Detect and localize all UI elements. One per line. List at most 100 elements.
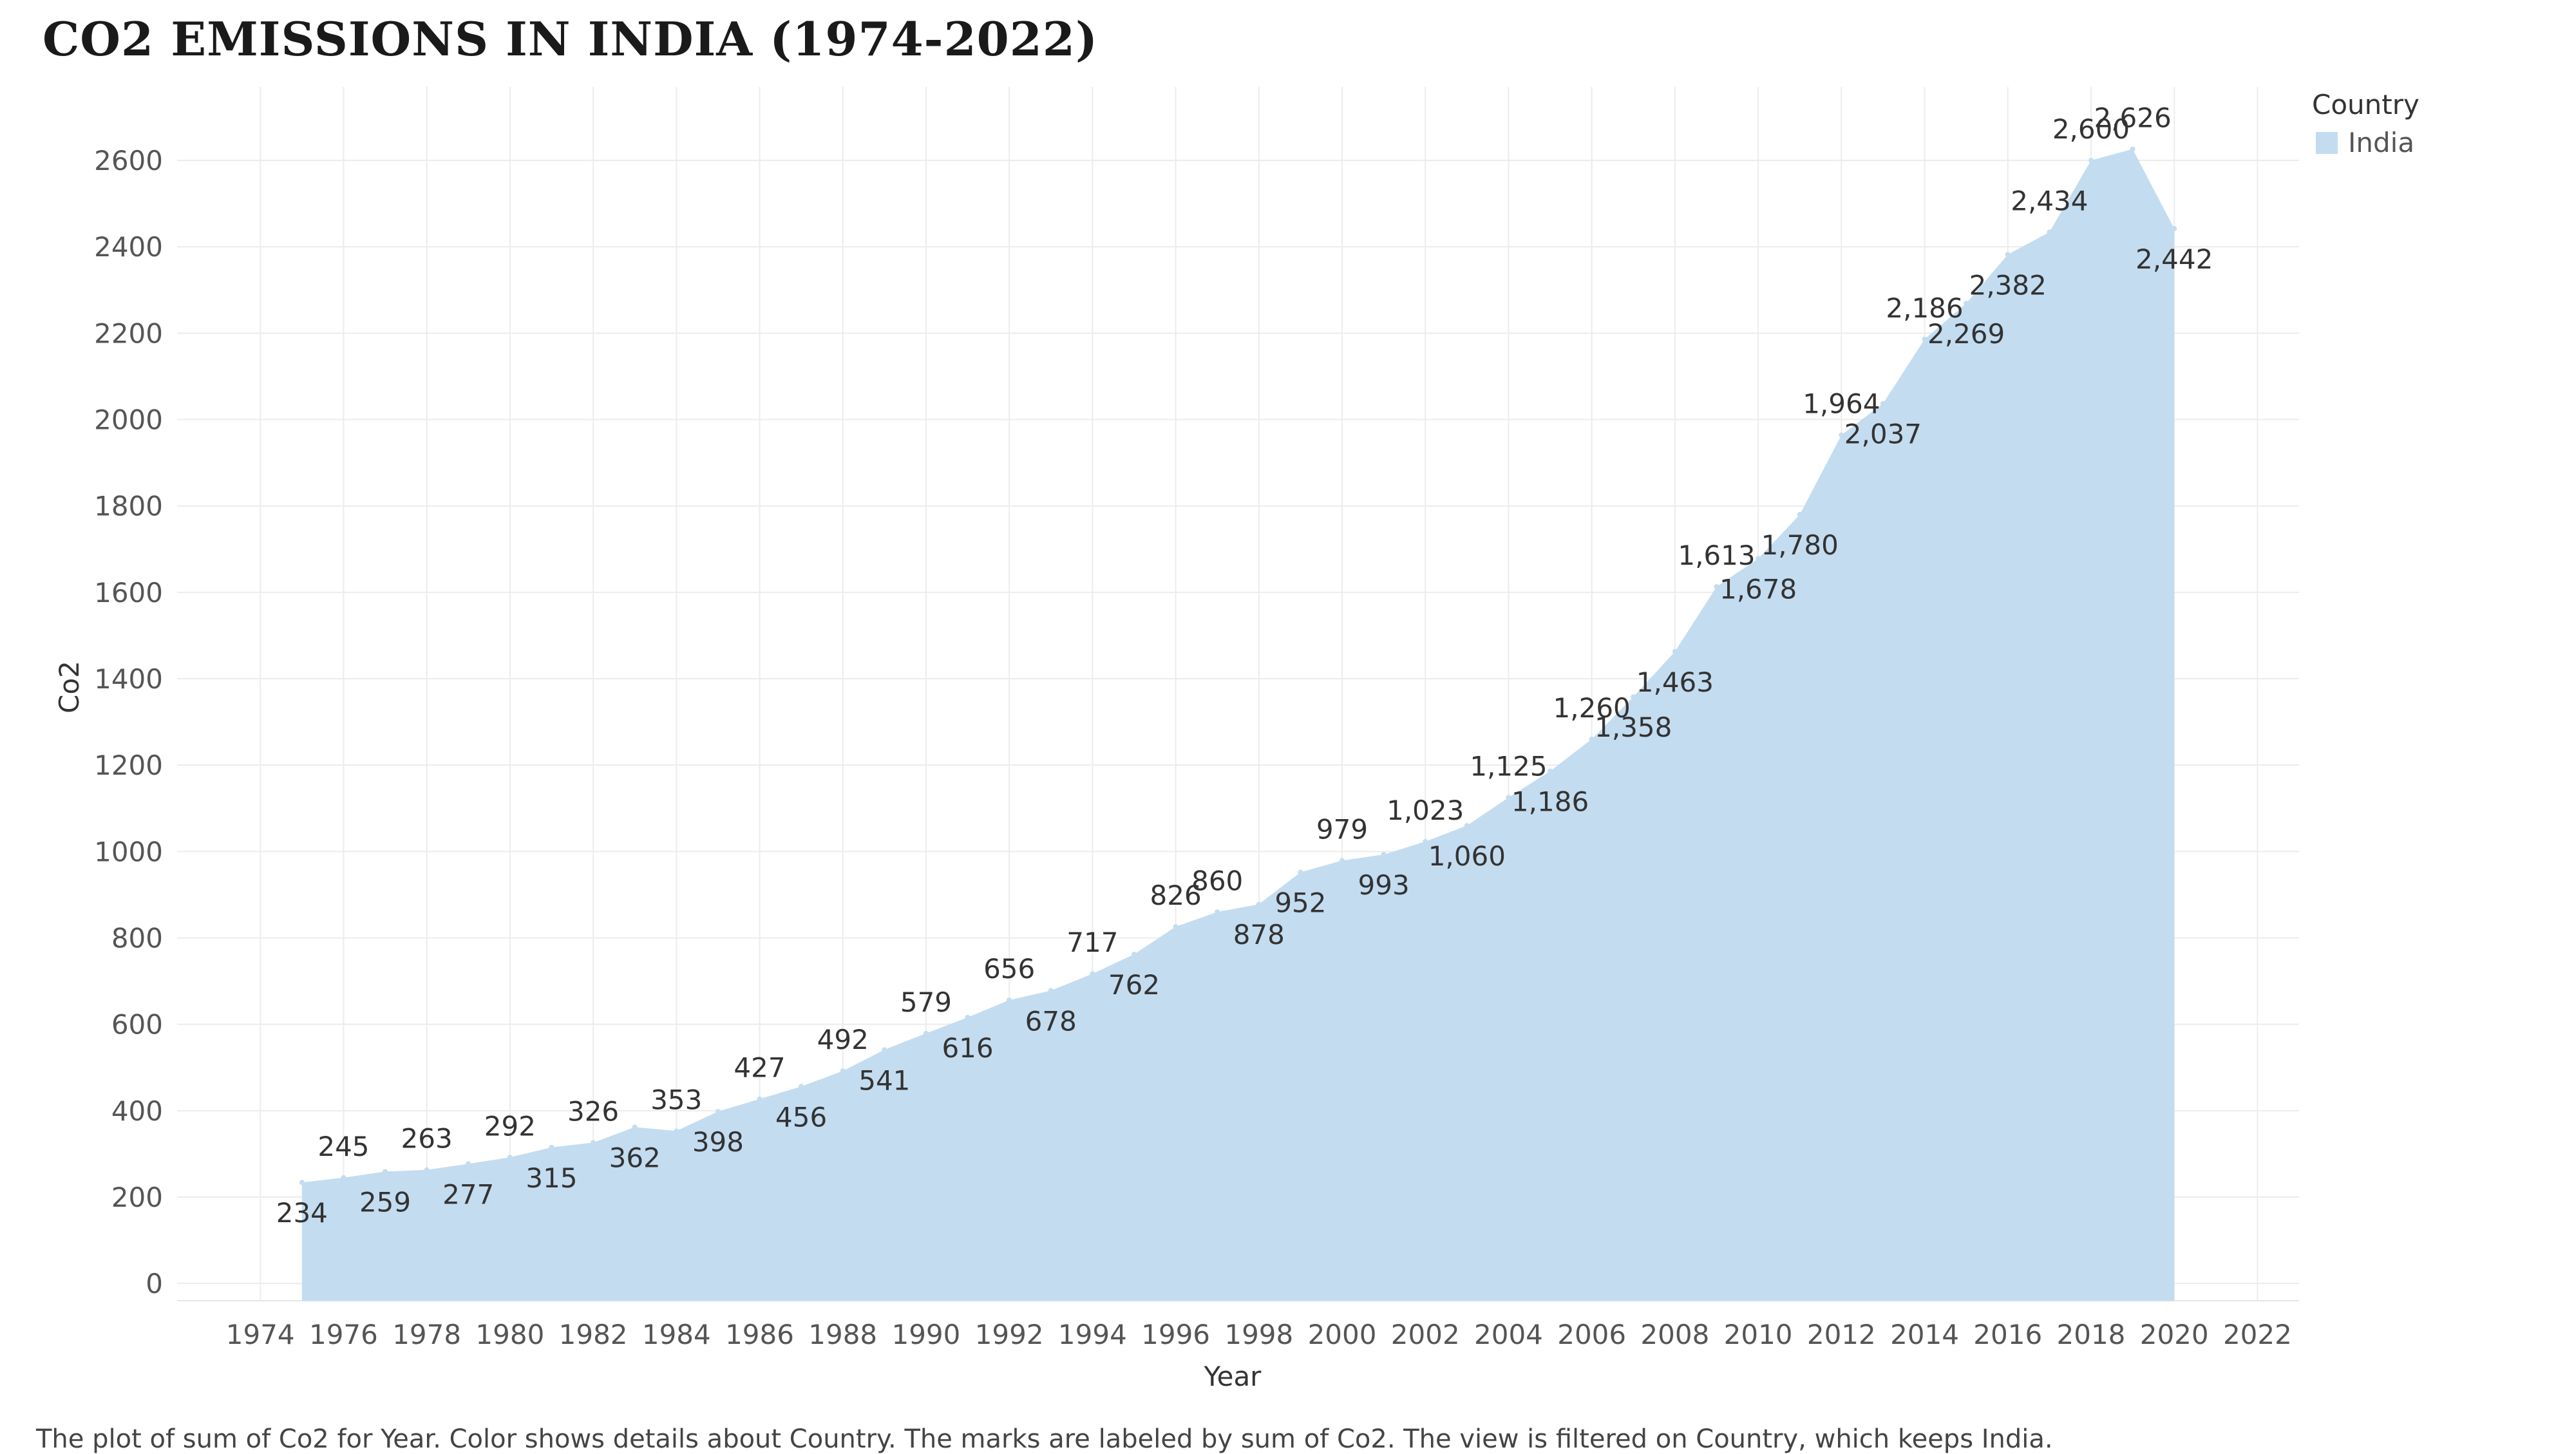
data-point[interactable] [632,1124,638,1130]
data-point[interactable] [1589,736,1595,742]
data-label: 315 [526,1162,577,1194]
data-labels: 234 245 259 263 277 292 315 326 362 353 398 427 456 4… [276,102,2213,1229]
y-tick-label: 600 [111,1009,163,1041]
data-point[interactable] [1631,694,1636,700]
x-tick-label: 1994 [1058,1319,1127,1350]
legend-item-india[interactable]: India [2316,127,2420,158]
data-label: 456 [775,1101,827,1133]
x-tick-label: 1980 [475,1319,544,1350]
data-point[interactable] [1007,997,1012,1003]
x-tick-label: 2000 [1308,1319,1377,1350]
data-label: 1,780 [1761,529,1839,561]
data-point[interactable] [1548,768,1553,774]
x-tick-label: 1974 [226,1319,295,1350]
x-tick-label: 2008 [1640,1319,1709,1350]
data-label: 234 [276,1197,328,1229]
data-point[interactable] [1173,924,1179,930]
data-point[interactable] [1256,902,1262,907]
data-label: 579 [900,987,952,1018]
legend: Country India [2312,89,2420,158]
x-tick-label: 1976 [309,1319,378,1350]
data-label: 656 [983,953,1035,985]
data-point[interactable] [2047,229,2052,235]
x-tick-label: 1982 [559,1319,628,1350]
data-point[interactable] [299,1180,305,1185]
data-point[interactable] [1756,556,1761,562]
y-tick-label: 2000 [94,404,163,436]
data-label: 678 [1025,1005,1077,1037]
x-tick-label: 1998 [1224,1319,1293,1350]
y-tick-label: 1800 [94,491,163,522]
data-label: 263 [401,1123,453,1155]
data-point[interactable] [923,1030,929,1036]
data-point[interactable] [1797,512,1803,518]
data-label: 826 [1150,880,1202,911]
data-point[interactable] [674,1128,679,1134]
data-point[interactable] [424,1167,430,1173]
x-tick-label: 1978 [392,1319,461,1350]
data-point[interactable] [1423,838,1428,844]
data-point[interactable] [1215,909,1220,915]
y-tick-label: 1600 [94,577,163,609]
data-label: 860 [1191,865,1243,896]
data-point[interactable] [1880,401,1886,406]
data-label: 2,186 [1886,292,1963,324]
data-point[interactable] [466,1161,471,1167]
x-tick-label: 2018 [2057,1319,2126,1350]
data-point[interactable] [1672,648,1678,654]
data-point[interactable] [840,1068,846,1074]
data-point[interactable] [2088,158,2094,164]
data-point[interactable] [2005,252,2011,258]
x-tick-label: 2022 [2223,1319,2292,1350]
data-point[interactable] [1964,301,1969,307]
legend-title: Country [2312,89,2420,120]
legend-swatch [2316,131,2338,154]
y-tick-label: 1000 [94,836,163,867]
data-point[interactable] [2172,226,2177,232]
data-label: 326 [567,1095,619,1127]
data-point[interactable] [1340,858,1345,864]
chart-title: CO2 EMISSIONS IN INDIA (1974-2022) [43,12,1099,66]
x-tick-label: 1990 [891,1319,960,1350]
data-point[interactable] [799,1084,804,1090]
y-tick-label: 2400 [94,231,163,263]
data-point[interactable] [383,1169,388,1175]
data-point[interactable] [1298,869,1303,875]
data-point[interactable] [1922,336,1927,342]
data-point[interactable] [549,1144,554,1150]
data-label: 952 [1274,887,1326,919]
data-label: 492 [817,1024,869,1055]
data-point[interactable] [1131,952,1137,958]
data-point[interactable] [1381,852,1387,858]
area-series [299,146,2177,1301]
x-tick-label: 2012 [1807,1319,1876,1350]
data-point[interactable] [1714,584,1719,590]
data-point[interactable] [507,1155,513,1160]
data-point[interactable] [2130,146,2136,152]
data-label: 2,600 [2052,113,2130,145]
y-tick-label: 1400 [94,663,163,695]
data-label: 1,186 [1511,786,1589,818]
data-point[interactable] [882,1047,887,1053]
data-label: 2,434 [2011,185,2088,216]
data-point[interactable] [341,1175,346,1180]
legend-label: India [2348,127,2415,158]
data-point[interactable] [1048,988,1054,994]
y-tick-label: 400 [111,1095,163,1127]
data-label: 993 [1358,869,1410,901]
data-point[interactable] [591,1140,596,1146]
data-point[interactable] [1839,432,1844,438]
data-point[interactable] [965,1014,971,1020]
data-point[interactable] [715,1109,721,1115]
data-label: 616 [942,1032,993,1064]
area-india[interactable] [301,149,2175,1301]
data-point[interactable] [757,1096,762,1102]
data-label: 2,442 [2136,243,2213,275]
data-point[interactable] [1506,795,1511,800]
data-point[interactable] [1090,971,1095,977]
data-label: 277 [442,1178,494,1210]
data-label: 2,037 [1844,419,1922,450]
data-point[interactable] [1464,823,1470,829]
data-label: 427 [734,1052,785,1084]
